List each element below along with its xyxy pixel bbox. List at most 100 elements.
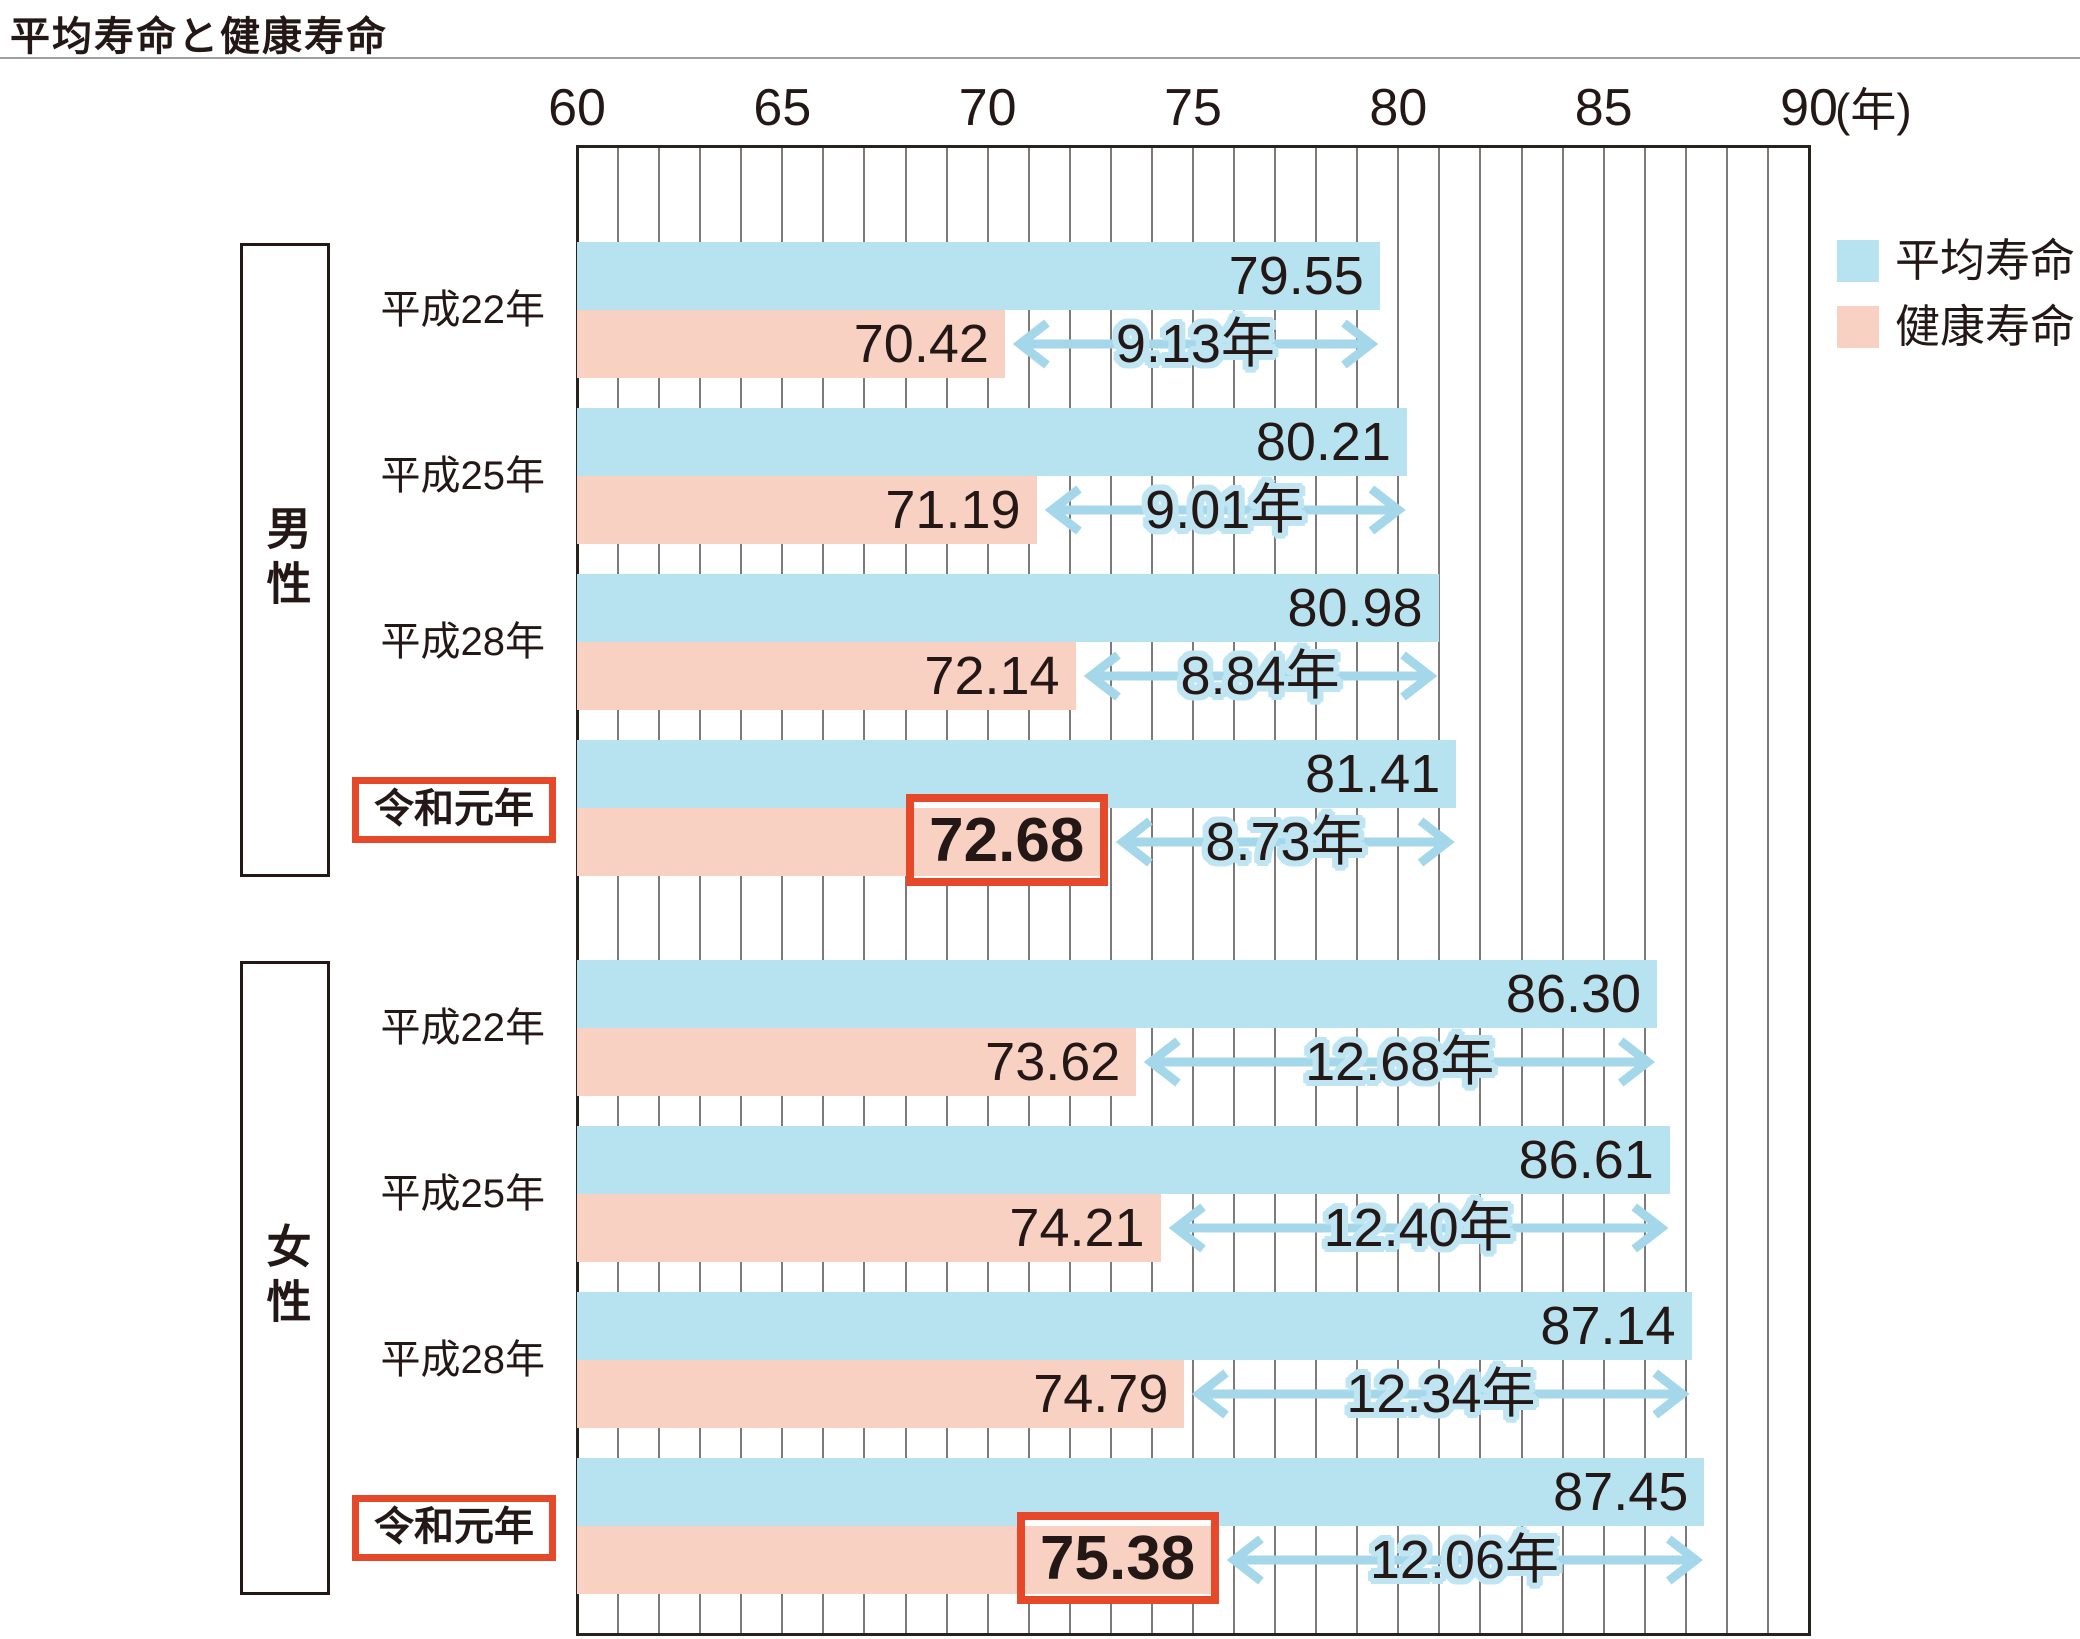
period-label-highlighted: 令和元年 [352, 1495, 556, 1561]
grid-line [1520, 148, 1523, 1633]
axis-tick-label: 75 [1164, 79, 1222, 137]
period-label: 平成22年 [380, 288, 546, 332]
grid-line [658, 148, 661, 1633]
gender-label: 女性 [259, 1223, 311, 1333]
axis-tick-label: 60 [548, 79, 606, 137]
grid-line [1027, 148, 1030, 1633]
avg-value-label: 79.55 [1228, 246, 1364, 306]
difference-label: 12.06年 [1369, 1530, 1560, 1590]
legend-label-avg: 平均寿命 [1895, 235, 2076, 286]
period-label: 平成25年 [380, 1172, 546, 1216]
plot-right-border [1808, 145, 1811, 1636]
avg-bar [577, 1292, 1692, 1360]
healthy-bar [577, 1028, 1137, 1096]
difference-label: 12.34年 [1346, 1364, 1536, 1424]
difference-arrow [1168, 1203, 1669, 1253]
gender-box-male: 男性 [240, 243, 330, 877]
difference-label: 12.40年 [1323, 1198, 1513, 1258]
gender-label: 男性 [259, 505, 311, 615]
highlight-box-bar-fill [1024, 1526, 1211, 1594]
healthy-value-label: 75.38 [1040, 1524, 1196, 1593]
grid-line [1725, 148, 1728, 1633]
healthy-value-label: 71.19 [885, 480, 1021, 540]
healthy-value-label: 74.21 [1009, 1198, 1145, 1258]
chart-title: 平均寿命と健康寿命 [10, 15, 388, 59]
grid-line [1643, 148, 1646, 1633]
grid-line [822, 148, 825, 1633]
grid-line [1479, 148, 1482, 1633]
difference-label: 9.13年 [1115, 314, 1275, 374]
grid-line [1233, 148, 1236, 1633]
avg-value-label: 86.30 [1505, 964, 1642, 1024]
legend-swatch-healthy [1837, 306, 1879, 348]
healthy-value-highlight-box: 72.68 [905, 794, 1108, 886]
grid-line [699, 148, 702, 1633]
difference-label: 8.73年 [1205, 812, 1365, 872]
grid-line [863, 148, 866, 1633]
grid-line [1356, 148, 1359, 1633]
avg-bar [577, 960, 1658, 1028]
period-label-highlighted: 令和元年 [352, 777, 556, 843]
legend-label-healthy: 健康寿命 [1895, 301, 2076, 352]
grid-line [1192, 148, 1194, 1633]
avg-bar [577, 242, 1380, 310]
grid-line [1602, 148, 1605, 1633]
highlight-box-bar-fill [913, 808, 1100, 876]
difference-arrow [1226, 1535, 1703, 1585]
healthy-value-highlight-box: 75.38 [1016, 1512, 1219, 1604]
grid-line [1315, 148, 1318, 1633]
axis-tick-label: 85 [1574, 79, 1633, 137]
avg-value-label: 86.61 [1518, 1130, 1654, 1190]
difference-arrow [1192, 1369, 1690, 1419]
grid-line [1684, 148, 1687, 1633]
healthy-bar [577, 1360, 1185, 1428]
gender-box-female: 女性 [240, 961, 330, 1595]
grid-line [1068, 148, 1071, 1633]
axis-tick-label: 70 [958, 79, 1017, 137]
title-rule [0, 57, 2080, 59]
difference-label: 8.84年 [1180, 646, 1340, 706]
plot-left-border [576, 145, 579, 1636]
healthy-value-label: 72.68 [929, 806, 1085, 875]
difference-arrow [1044, 485, 1406, 535]
plot-bottom-border [576, 1633, 1810, 1636]
period-label: 平成22年 [380, 1006, 546, 1050]
difference-arrow [1012, 319, 1379, 369]
axis-tick-label: 65 [753, 79, 812, 137]
avg-bar [577, 1126, 1670, 1194]
plot-top-border [576, 145, 1810, 148]
avg-value-label: 80.98 [1287, 578, 1423, 638]
difference-label: 12.68年 [1305, 1032, 1495, 1092]
healthy-value-label: 74.79 [1033, 1364, 1169, 1424]
grid-line [904, 148, 907, 1633]
grid-line [1766, 148, 1769, 1633]
grid-line [945, 148, 948, 1633]
axis-unit-label: (年) [1835, 84, 1912, 136]
difference-arrow [1083, 651, 1437, 701]
healthy-value-label: 73.62 [985, 1032, 1121, 1092]
healthy-bar [577, 1194, 1161, 1262]
axis-tick-label: 80 [1369, 79, 1428, 137]
avg-bar [577, 574, 1439, 642]
axis-tick-label: 90 [1780, 79, 1838, 137]
grid-line [1274, 148, 1277, 1633]
grid-line [781, 148, 784, 1633]
grid-line [1438, 148, 1441, 1633]
grid-line [1397, 148, 1400, 1633]
legend-swatch-avg [1837, 240, 1879, 282]
healthy-bar [577, 310, 1005, 378]
healthy-value-label: 70.42 [853, 314, 989, 374]
difference-label: 9.01年 [1145, 480, 1305, 540]
period-label: 平成25年 [380, 454, 546, 498]
avg-value-label: 87.45 [1553, 1462, 1689, 1522]
grid-line [1109, 148, 1112, 1633]
healthy-bar [577, 642, 1076, 710]
avg-value-label: 87.14 [1540, 1296, 1676, 1356]
period-label: 平成28年 [380, 1338, 546, 1382]
healthy-value-label: 72.14 [924, 646, 1060, 706]
difference-arrow [1143, 1037, 1656, 1087]
healthy-bar [577, 476, 1037, 544]
grid-line [617, 148, 620, 1633]
grid-line [1561, 148, 1564, 1633]
